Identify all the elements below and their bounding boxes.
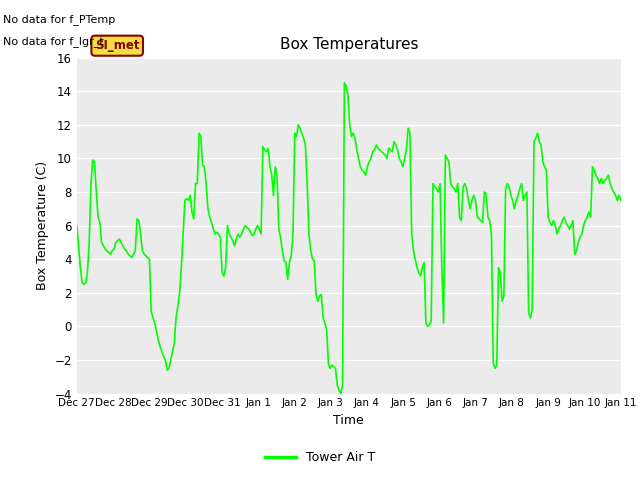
Text: SI_met: SI_met xyxy=(95,39,140,52)
Title: Box Temperatures: Box Temperatures xyxy=(280,37,418,52)
X-axis label: Time: Time xyxy=(333,414,364,427)
Text: No data for f_PTemp: No data for f_PTemp xyxy=(3,14,115,25)
Legend: Tower Air T: Tower Air T xyxy=(260,446,380,469)
Y-axis label: Box Temperature (C): Box Temperature (C) xyxy=(36,161,49,290)
Text: No data for f_lgr_t: No data for f_lgr_t xyxy=(3,36,104,47)
